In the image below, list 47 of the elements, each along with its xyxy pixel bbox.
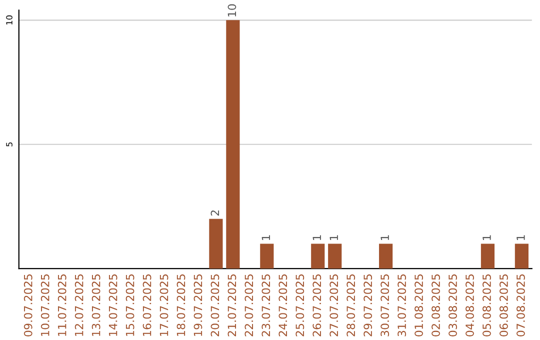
x-tick-label: 19.07.2025 — [194, 274, 202, 336]
data-label: 1 — [262, 235, 270, 240]
x-tick-label: 27.07.2025 — [330, 274, 338, 336]
x-tick-label: 30.07.2025 — [380, 274, 390, 336]
x-tick-label: 28.07.2025 — [346, 274, 356, 336]
x-tick-label: 23.07.2025 — [262, 274, 270, 336]
x-tick-label: 31.07.2025 — [398, 274, 406, 336]
x-tick-label: 13.07.2025 — [92, 274, 100, 336]
x-tick-label: 22.07.2025 — [244, 274, 254, 336]
x-tick-label: 10.07.2025 — [40, 274, 50, 336]
bar — [260, 244, 274, 269]
x-tick-label: 09.07.2025 — [24, 274, 32, 336]
x-tick-label: 15.07.2025 — [126, 274, 134, 336]
x-tick-label: 01.08.2025 — [414, 274, 424, 336]
x-tick-label: 16.07.2025 — [142, 274, 152, 336]
bar — [311, 244, 325, 269]
bar — [480, 244, 495, 269]
x-tick-label: 26.07.2025 — [312, 274, 322, 336]
bar — [328, 244, 342, 269]
x-tick-label: 06.08.2025 — [500, 274, 508, 336]
data-label: 2 — [210, 210, 220, 216]
x-tick-label: 17.07.2025 — [160, 274, 168, 336]
bar — [209, 218, 223, 269]
x-tick-label: 02.08.2025 — [432, 274, 440, 336]
bar — [379, 244, 393, 269]
x-tick-label: 12.07.2025 — [74, 274, 84, 336]
x-tick-label: 14.07.2025 — [108, 274, 118, 336]
data-label: 1 — [330, 235, 338, 240]
x-tick-label: 04.08.2025 — [466, 274, 474, 336]
data-label: 10 — [228, 4, 236, 16]
x-tick-label: 07.08.2025 — [516, 274, 525, 336]
bar — [514, 244, 529, 269]
data-label: 1 — [380, 235, 389, 240]
x-tick-label: 11.07.2025 — [58, 274, 66, 336]
y-tick-label: 5 — [6, 142, 12, 146]
x-tick-label: 20.07.2025 — [210, 274, 220, 336]
data-label: 1 — [482, 235, 491, 240]
x-tick-label: 24.07.2025 — [278, 274, 288, 336]
x-tick-label: 05.08.2025 — [482, 274, 491, 336]
x-tick-label: 25.07.2025 — [296, 274, 304, 336]
bar — [226, 20, 240, 269]
x-tick-label: 18.07.2025 — [176, 274, 186, 336]
data-label: 1 — [312, 235, 321, 240]
x-tick-label: 21.07.2025 — [228, 274, 236, 336]
x-tick-label: 29.07.2025 — [364, 274, 372, 336]
x-tick-label: 03.08.2025 — [448, 274, 457, 336]
data-label: 1 — [516, 235, 525, 240]
